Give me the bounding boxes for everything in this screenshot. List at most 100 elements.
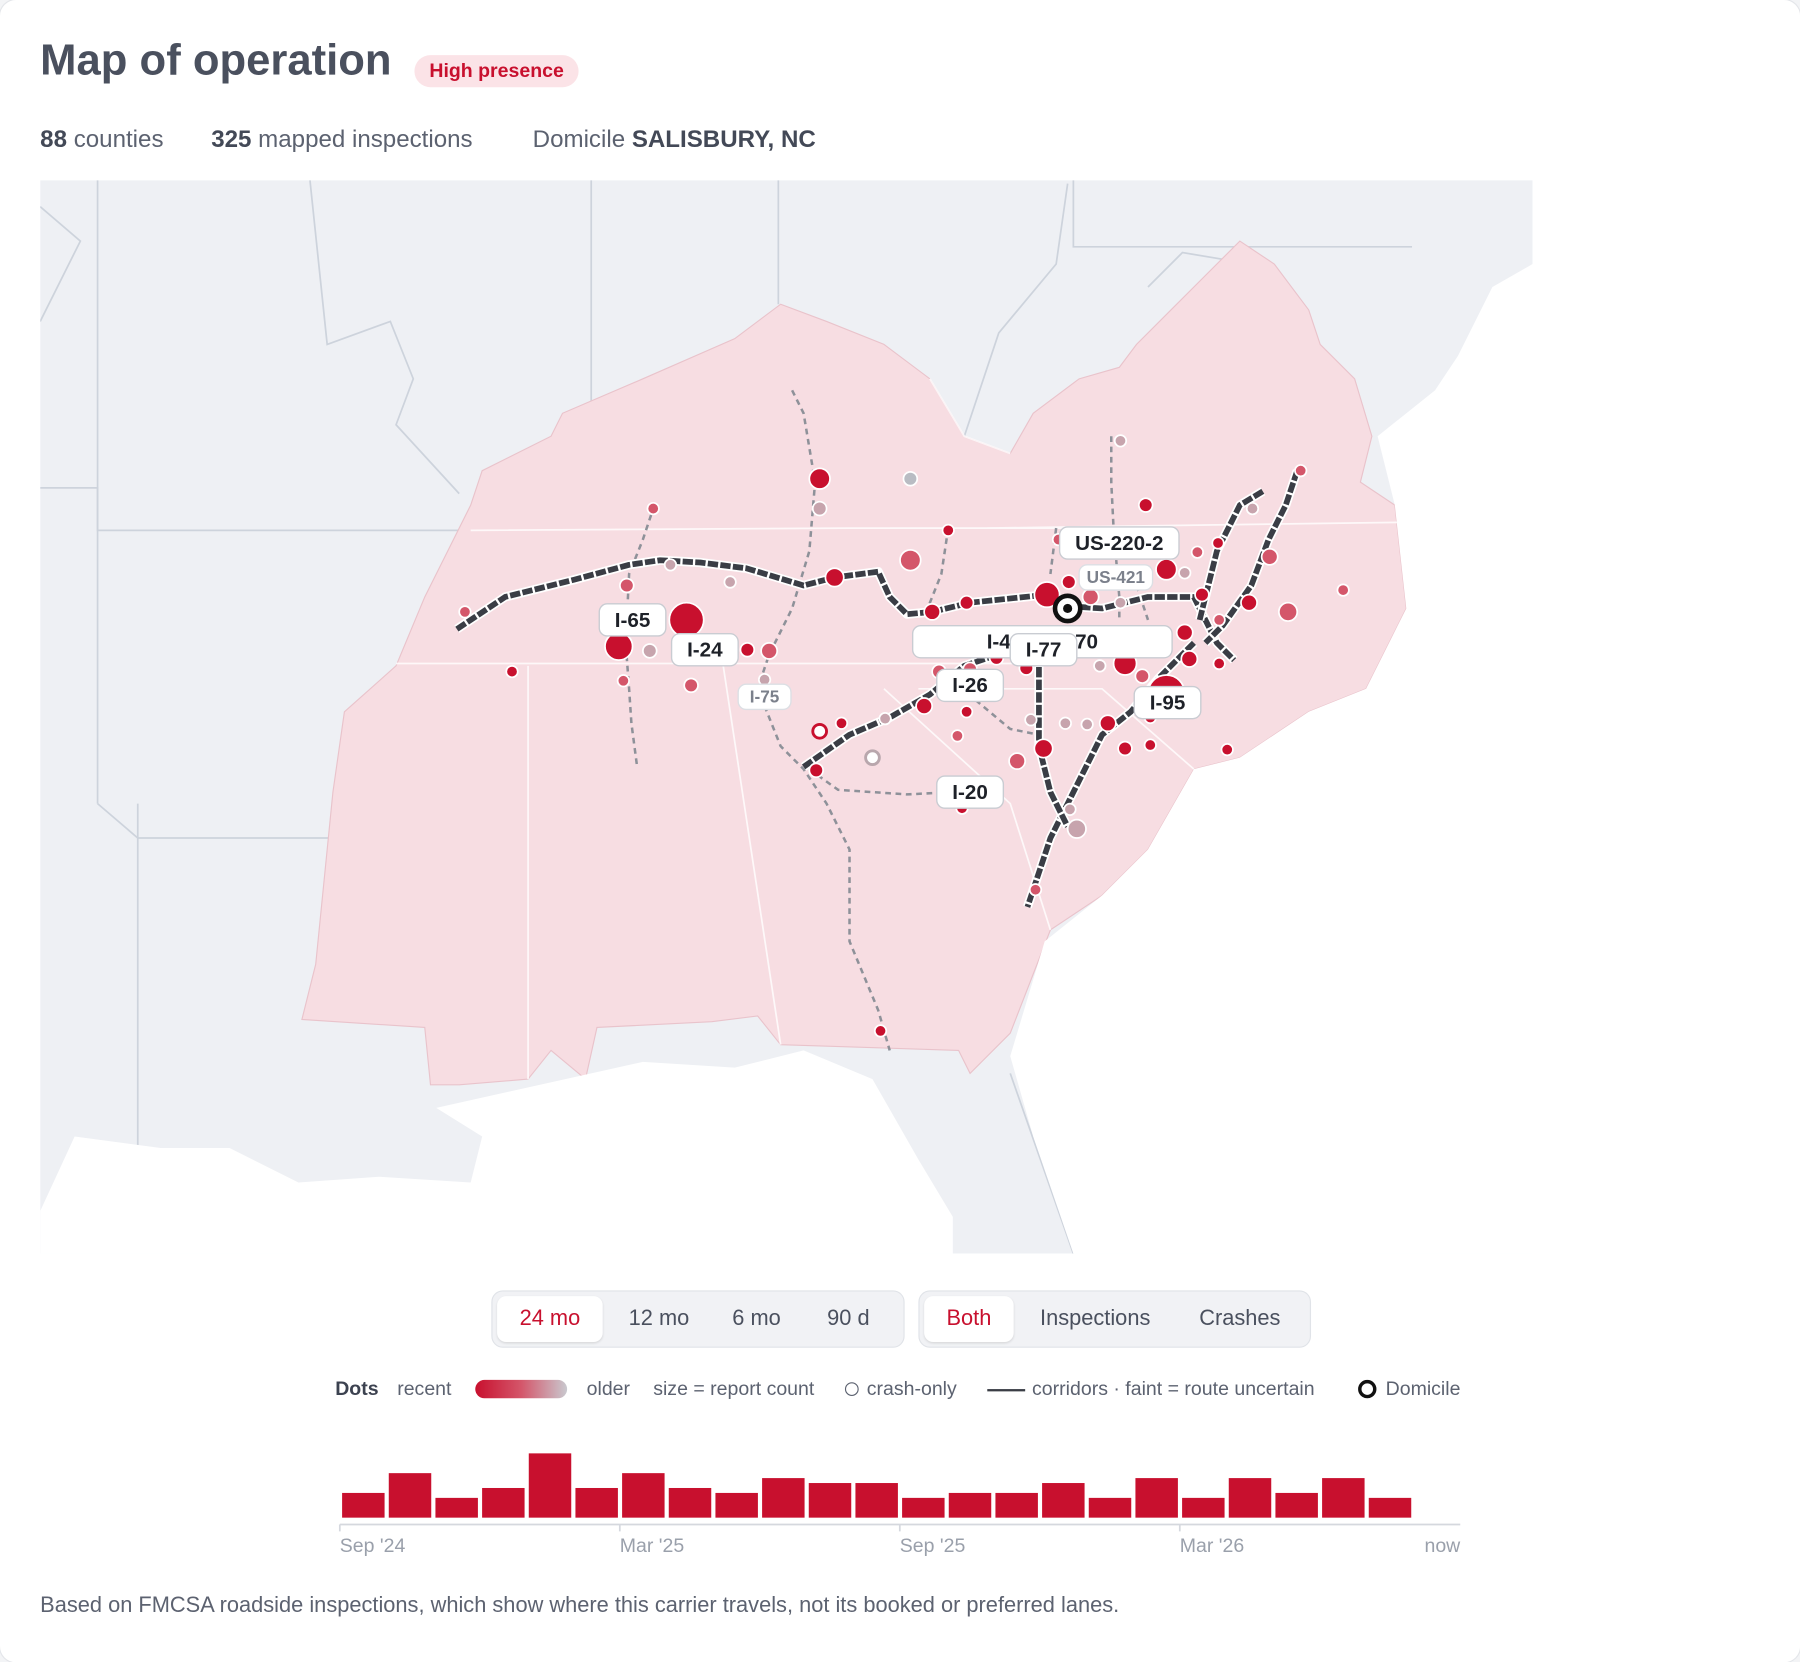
- stat-label: counties: [73, 126, 164, 153]
- toggle-option[interactable]: 12 mo: [628, 1306, 690, 1331]
- atlantic: [1010, 264, 1533, 1254]
- legend-recent: recent: [397, 1377, 452, 1400]
- gulf: [40, 1050, 953, 1254]
- inspection-dot: [902, 470, 919, 487]
- inspection-dot: [1240, 593, 1258, 612]
- route-label-box: [670, 633, 739, 667]
- bar: [855, 1483, 898, 1518]
- toggle-option[interactable]: Both: [924, 1296, 1014, 1343]
- period-toggle: 24 mo 12 mo 6 mo 90 d: [491, 1290, 905, 1348]
- inspection-dot: [873, 1024, 888, 1038]
- inspection-dot: [958, 594, 975, 611]
- inspection-dot: [1058, 716, 1072, 730]
- stat-value: 325: [211, 126, 252, 153]
- inspection-dot: [1113, 596, 1128, 610]
- inspection-dot: [808, 762, 824, 779]
- faint-corridor: [808, 768, 953, 796]
- inspection-dot: [923, 602, 942, 621]
- inspection-dot: [1245, 501, 1260, 516]
- stat-label: mapped inspections: [258, 126, 473, 153]
- inspection-dot: [878, 712, 892, 726]
- inspection-dot: [1063, 802, 1077, 816]
- route-label-box: [1009, 633, 1078, 667]
- inspection-dot: [941, 523, 955, 537]
- corridor: [1036, 654, 1071, 828]
- inspection-dot: [619, 577, 635, 594]
- bar: [762, 1478, 805, 1518]
- route-label: US-421: [1087, 567, 1146, 587]
- border: [97, 802, 339, 839]
- inspection-dot: [1113, 434, 1128, 448]
- x-tick-label: Mar '25: [620, 1535, 685, 1557]
- inspection-dot: [1220, 743, 1234, 757]
- bar: [1182, 1497, 1225, 1518]
- bar: [482, 1487, 525, 1518]
- bar: [575, 1487, 618, 1518]
- toggle-option[interactable]: 24 mo: [497, 1296, 603, 1343]
- stat-label: Domicile: [532, 126, 626, 153]
- inspection-dot: [642, 643, 658, 659]
- route-label: I-20: [952, 781, 988, 804]
- bar: [342, 1492, 385, 1518]
- inspection-dot: [1066, 818, 1087, 839]
- routes: [454, 389, 1302, 1051]
- inspection-dot: [915, 697, 934, 715]
- legend-crash: crash-only: [866, 1377, 957, 1400]
- inspection-dot: [1098, 714, 1117, 733]
- faint-corridor: [974, 699, 1040, 736]
- route-label: I-26: [952, 674, 988, 697]
- route-label-box: [936, 668, 1005, 703]
- inspection-dot: [668, 601, 705, 639]
- inspection-dot: [1081, 588, 1100, 606]
- toggle-option[interactable]: Inspections: [1040, 1306, 1151, 1331]
- bar: [528, 1453, 572, 1518]
- route-label-box: [598, 603, 667, 637]
- border: [987, 521, 1401, 529]
- toggle-option[interactable]: Crashes: [1199, 1306, 1281, 1331]
- route-label: I-77: [1026, 639, 1062, 662]
- bar: [1088, 1497, 1132, 1518]
- x-tick-label: Sep '24: [340, 1535, 406, 1557]
- stat-domicile: Domicile SALISBURY, NC: [533, 126, 816, 154]
- corridor: [1203, 469, 1300, 645]
- border: [309, 180, 460, 495]
- route-label-box: [936, 775, 1005, 809]
- border: [929, 378, 1011, 455]
- kind-toggle: Both Inspections Crashes: [918, 1290, 1312, 1348]
- inspection-dot: [1175, 623, 1194, 642]
- inspection-dot: [1143, 738, 1157, 752]
- legend-older: older: [586, 1377, 631, 1400]
- inspection-dot: [899, 549, 922, 572]
- route-label-box: [1078, 564, 1154, 591]
- bar: [622, 1473, 665, 1518]
- inspection-dot: [1134, 668, 1151, 684]
- inspection-dot: [723, 575, 737, 589]
- border: [1072, 180, 1413, 248]
- footnote: Based on FMCSA roadside inspections, whi…: [40, 1593, 1120, 1618]
- border: [722, 665, 782, 1045]
- region-borders: [396, 378, 1401, 1080]
- toggle-option[interactable]: 6 mo: [732, 1306, 781, 1331]
- crash-only-dot: [811, 722, 828, 740]
- inspection-dot: [960, 705, 974, 719]
- histogram: Sep '24 Mar '25 Sep '25 Mar '26 now: [338, 1453, 1461, 1557]
- inspection-dot: [1211, 536, 1225, 550]
- legend-line: [987, 1389, 1026, 1392]
- domicile-marker: [1052, 593, 1083, 624]
- inspection-dot: [1212, 613, 1226, 627]
- stat-counties: 88 counties: [40, 126, 163, 154]
- bar: [668, 1487, 712, 1518]
- faint-corridor: [1049, 527, 1058, 575]
- bar: [388, 1473, 432, 1518]
- title: Map of operation: [40, 36, 392, 85]
- bar: [1228, 1478, 1272, 1518]
- inspection-dot: [1336, 583, 1350, 597]
- inspection-dot: [950, 729, 965, 743]
- bar: [1322, 1478, 1365, 1518]
- inspection-dot: [616, 674, 630, 688]
- faint-corridor: [756, 389, 891, 1051]
- bar: [435, 1497, 478, 1518]
- toggle-option[interactable]: 90 d: [827, 1306, 870, 1331]
